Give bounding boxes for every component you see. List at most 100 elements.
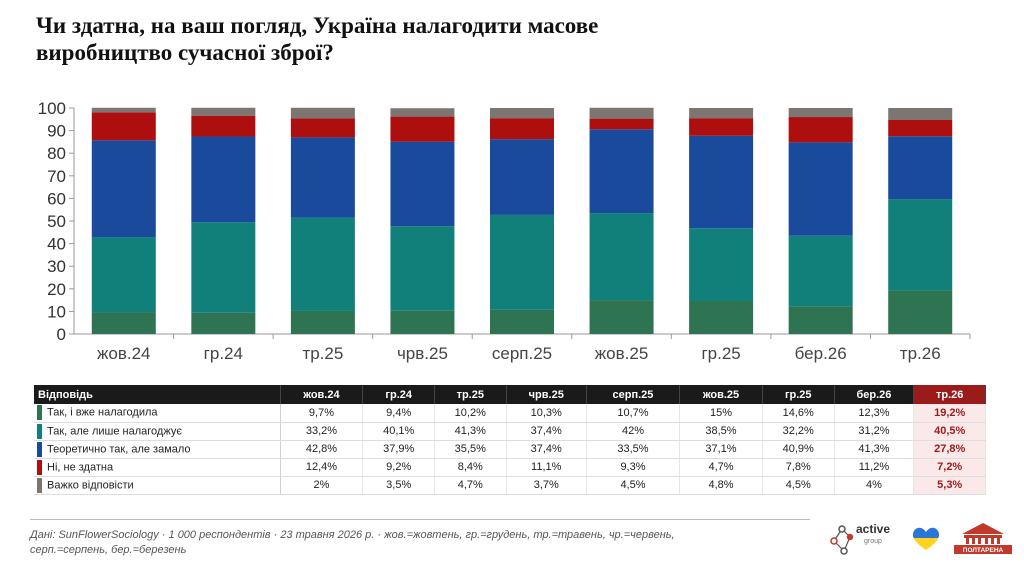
y-tick-label: 80 [47, 144, 66, 163]
title-line-2: виробництво сучасної зброї? [36, 40, 334, 65]
bar-segment [390, 226, 455, 311]
bar-segment [888, 108, 953, 120]
bar-segment [91, 107, 156, 113]
bar-segment [888, 290, 953, 334]
x-tick-label: гр.24 [204, 344, 243, 363]
row-label-cell: Ні, не здатна [34, 458, 281, 477]
table-cell-highlight: 5,3% [913, 476, 986, 495]
table-cell: 31,2% [834, 422, 915, 441]
table-cell: 37,4% [506, 422, 587, 441]
table-cell: 8,4% [434, 458, 507, 477]
bar-segment [589, 300, 654, 334]
bar-segment [788, 306, 853, 334]
table-header-row: Відповідь жов.24 гр.24 тр.25 чрв.25 серп… [34, 385, 986, 404]
table-cell-highlight: 19,2% [913, 404, 986, 423]
table-cell: 4,8% [679, 476, 763, 495]
bar-segment [290, 310, 355, 334]
bar-segment [689, 118, 754, 136]
row-label-cell: Важко відповісти [34, 476, 281, 495]
table-cell: 10,2% [434, 404, 507, 423]
table-row: Теоретично так, але замало 42,8% 37,9% 35,5… [34, 440, 986, 459]
bar-segment [490, 108, 554, 119]
legend-swatch [37, 477, 42, 493]
bar-segment [191, 136, 256, 223]
table-col-header: гр.25 [762, 385, 835, 404]
footer-divider [30, 519, 810, 520]
table-cell: 9,7% [280, 404, 364, 423]
table-cell: 38,5% [679, 422, 763, 441]
poltarena-text: ПОЛТАРЕНА [963, 547, 1004, 554]
heart-icon [912, 527, 940, 551]
table-cell: 12,4% [280, 458, 364, 477]
table-cell: 11,2% [834, 458, 915, 477]
bar-segment [390, 141, 455, 227]
bar-segment [191, 107, 256, 116]
bar-segment [191, 312, 256, 334]
row-label: Так, але лише налагоджує [47, 425, 182, 437]
table-cell: 37,4% [506, 440, 587, 459]
legend-swatch [37, 459, 42, 475]
bar-segment [191, 222, 256, 313]
row-label-cell: Так, і вже налагодила [34, 404, 281, 423]
table-cell: 15% [679, 404, 763, 423]
table-row: Важко відповісти 2% 3,5% 4,7% 3,7% 4,5% 4,8% 4,… [34, 476, 986, 495]
x-tick-label: чрв.25 [397, 344, 448, 363]
bar-segment [390, 310, 455, 334]
table-cell: 42,8% [280, 440, 364, 459]
stacked-bar-chart: 0 10 20 30 40 50 60 70 80 90 100 жов.24 гр.24 тр.25 чр… [30, 98, 980, 372]
table-cell-highlight: 40,5% [913, 422, 986, 441]
bar-segment [788, 235, 853, 307]
title-line-1: Чи здатна, на ваш погляд, Україна налаго… [36, 13, 599, 38]
bar-segment [490, 139, 554, 215]
table-cell: 42% [586, 422, 681, 441]
table-cell: 14,6% [762, 404, 835, 423]
poltarena-logo: ПОЛТАРЕНА [952, 520, 1014, 556]
footer-line-1: Дані: SunFlowerSociology · 1 000 респонд… [30, 529, 675, 541]
table-cell-highlight: 27,8% [913, 440, 986, 459]
active-logo-sub: group [864, 538, 882, 545]
table-cell: 41,3% [834, 440, 915, 459]
bar-segment [91, 237, 156, 313]
building-icon: ПОЛТАРЕНА [954, 523, 1012, 554]
x-tick-label: серп.25 [492, 344, 552, 363]
bar-segment [888, 199, 953, 291]
table-cell: 41,3% [434, 422, 507, 441]
table-cell: 9,3% [586, 458, 681, 477]
table-cell: 33,5% [586, 440, 681, 459]
table-cell: 3,5% [362, 476, 435, 495]
table-col-header: гр.24 [362, 385, 435, 404]
table-row: Так, і вже налагодила 9,7% 9,4% 10,2% 10,3% 1… [34, 404, 986, 423]
bar-segment [91, 312, 156, 334]
table-cell: 7,8% [762, 458, 835, 477]
footer-source: Дані: SunFlowerSociology · 1 000 респонд… [30, 528, 750, 558]
table-cell: 10,3% [506, 404, 587, 423]
bar-segment [589, 118, 654, 130]
bar-segment [689, 135, 754, 229]
bar-segment [290, 107, 355, 119]
active-group-logo: active group [826, 519, 896, 559]
x-tick-label: жов.24 [97, 344, 151, 363]
table-row: Ні, не здатна 12,4% 9,2% 8,4% 11,1% 9,3% 4,7% 7… [34, 458, 986, 477]
y-tick-label: 70 [47, 167, 66, 186]
bar-segment [589, 107, 654, 119]
row-label: Важко відповісти [47, 479, 134, 491]
table-cell: 3,7% [506, 476, 587, 495]
table-col-header: серп.25 [586, 385, 681, 404]
bar-segment [589, 213, 654, 301]
row-label: Теоретично так, але замало [47, 443, 191, 455]
row-label: Так, і вже налагодила [47, 406, 158, 419]
table-cell-highlight: 7,2% [913, 458, 986, 477]
y-tick-label: 0 [57, 325, 66, 344]
bar-segment [390, 116, 455, 142]
table-cell: 4,5% [762, 476, 835, 495]
bar-segment [689, 228, 754, 302]
chart-svg: 0 10 20 30 40 50 60 70 80 90 100 жов.24 гр.24 тр.25 чр… [38, 99, 971, 363]
table-cell: 33,2% [280, 422, 364, 441]
x-tick-label: бер.26 [795, 344, 847, 363]
bar-segment [191, 115, 256, 137]
bar-segment [689, 301, 754, 334]
bar-segment [788, 142, 853, 236]
x-tick-label: жов.25 [595, 344, 649, 363]
legend-swatch [37, 405, 42, 421]
x-tick-label: гр.25 [701, 344, 740, 363]
